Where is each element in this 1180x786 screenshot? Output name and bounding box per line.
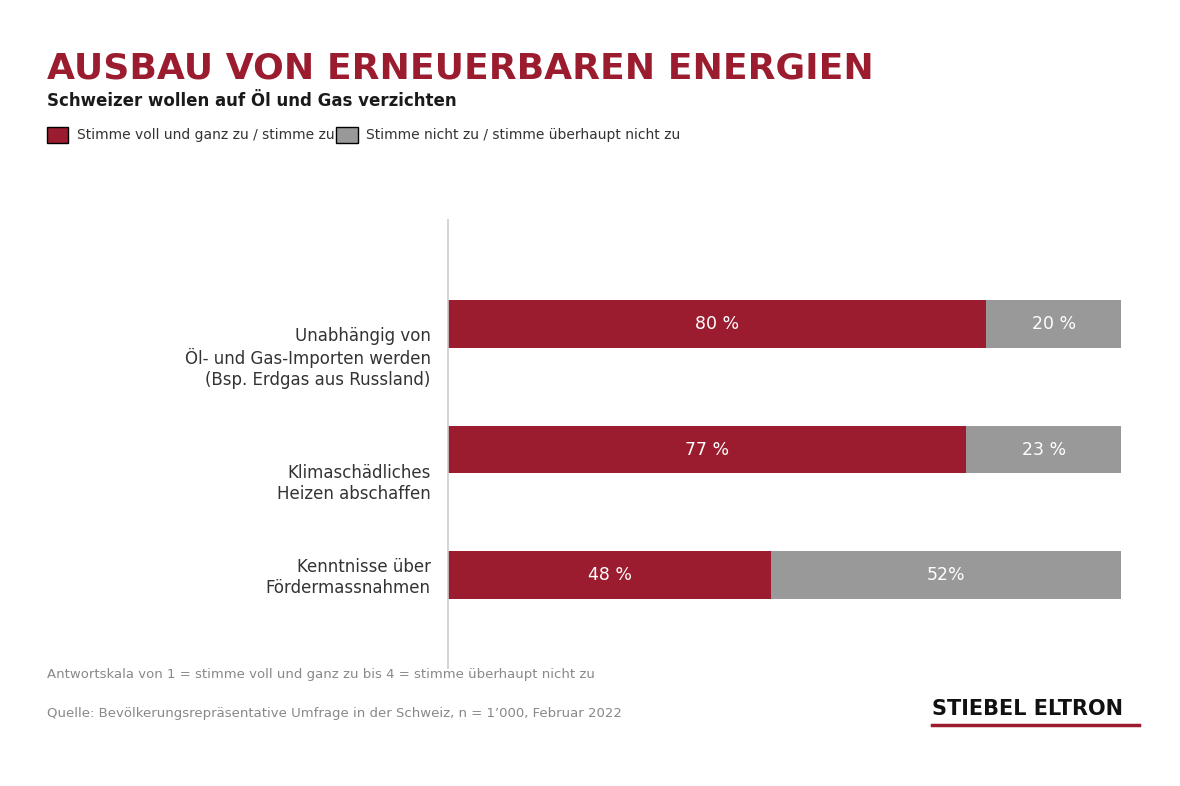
Bar — [448, 552, 772, 599]
Bar — [986, 300, 1121, 347]
Text: Quelle: Bevölkerungsrepräsentative Umfrage in der Schweiz, n = 1’000, Februar 20: Quelle: Bevölkerungsrepräsentative Umfra… — [47, 707, 622, 720]
Text: Stimme voll und ganz zu / stimme zu: Stimme voll und ganz zu / stimme zu — [77, 128, 334, 142]
Text: STIEBEL ELTRON: STIEBEL ELTRON — [932, 700, 1123, 719]
Text: 80 %: 80 % — [695, 315, 740, 332]
Bar — [448, 300, 986, 347]
Bar — [448, 426, 966, 473]
Text: Antwortskala von 1 = stimme voll und ganz zu bis 4 = stimme überhaupt nicht zu: Antwortskala von 1 = stimme voll und gan… — [47, 667, 595, 681]
Text: Stimme nicht zu / stimme überhaupt nicht zu: Stimme nicht zu / stimme überhaupt nicht… — [366, 128, 680, 142]
Text: 23 %: 23 % — [1022, 441, 1066, 458]
Bar — [772, 552, 1121, 599]
Text: Schweizer wollen auf Öl und Gas verzichten: Schweizer wollen auf Öl und Gas verzicht… — [47, 92, 457, 110]
Text: Kenntnisse über
Fördermassnahmen: Kenntnisse über Fördermassnahmen — [266, 558, 431, 597]
Text: 52%: 52% — [926, 567, 965, 584]
Text: Klimaschädliches
Heizen abschaffen: Klimaschädliches Heizen abschaffen — [277, 464, 431, 503]
Text: Unabhängig von
Öl- und Gas-Importen werden
(Bsp. Erdgas aus Russland): Unabhängig von Öl- und Gas-Importen werd… — [185, 327, 431, 388]
Text: 20 %: 20 % — [1031, 315, 1076, 332]
Text: AUSBAU VON ERNEUERBAREN ENERGIEN: AUSBAU VON ERNEUERBAREN ENERGIEN — [47, 51, 874, 85]
Bar — [966, 426, 1121, 473]
Text: 48 %: 48 % — [588, 567, 631, 584]
Text: 77 %: 77 % — [686, 441, 729, 458]
